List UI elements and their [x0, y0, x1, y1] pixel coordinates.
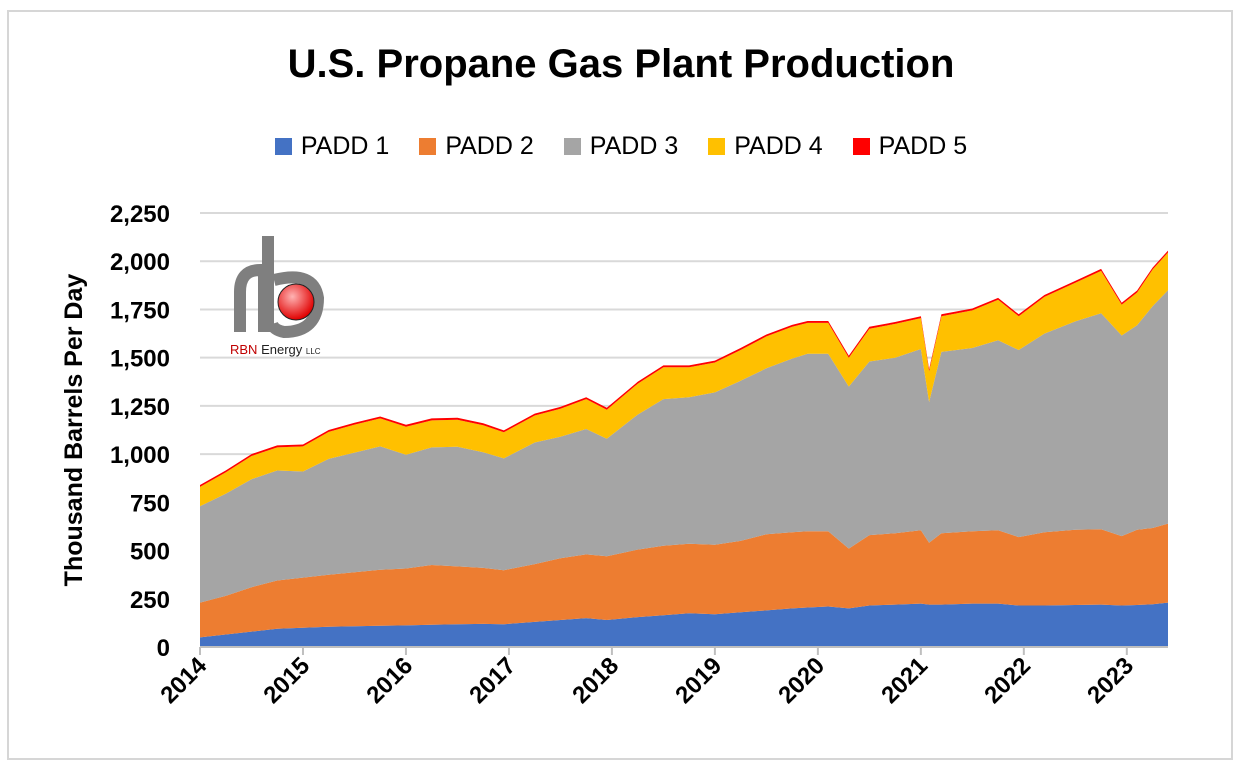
legend-label-padd4: PADD 4: [734, 132, 823, 160]
logo-brand-text: RBN: [230, 342, 258, 357]
legend: PADD 1 PADD 2 PADD 3 PADD 4 PADD 5: [0, 132, 1242, 161]
y-tick-label: 1,500: [110, 346, 170, 373]
y-tick-label: 750: [130, 490, 170, 517]
rbn-logo-icon: [234, 236, 325, 339]
y-axis-label: Thousand Barrels Per Day: [60, 274, 88, 587]
legend-item-padd1: PADD 1: [274, 132, 390, 161]
x-tick-label: 2022: [979, 652, 1036, 709]
legend-item-padd2: PADD 2: [419, 132, 534, 161]
y-tick-label: 250: [130, 587, 170, 614]
x-tick-label: 2017: [464, 652, 521, 709]
legend-label-padd3: PADD 3: [589, 132, 679, 160]
area-series-padd2: [200, 523, 1168, 638]
logo-word-text: Energy: [261, 342, 303, 357]
logo-ring-shape: [266, 271, 325, 339]
y-tick-label: 1,250: [110, 394, 170, 421]
legend-item-padd3: PADD 3: [563, 132, 679, 161]
area-series-padd4: [200, 252, 1168, 507]
x-tick-label: 2016: [361, 652, 418, 709]
legend-swatch-padd4: [708, 138, 726, 155]
y-tick-label: 500: [130, 539, 170, 566]
y-tick-label: 1,000: [110, 442, 170, 469]
legend-item-padd5: PADD 5: [852, 132, 968, 161]
x-tick-label: 2018: [567, 652, 624, 709]
legend-label-padd5: PADD 5: [878, 132, 968, 160]
logo-ball-shape: [277, 283, 315, 321]
legend-label-padd2: PADD 2: [445, 132, 534, 160]
x-tick-label: 2023: [1082, 652, 1139, 709]
x-tick-label: 2015: [258, 652, 315, 709]
logo-wordmark: RBN Energy LLC: [230, 342, 321, 357]
legend-swatch-padd5: [852, 138, 870, 155]
y-tick-label: 1,750: [110, 297, 170, 324]
x-tick-label: 2020: [773, 652, 830, 709]
chart-title: U.S. Propane Gas Plant Production: [287, 42, 955, 86]
legend-label-padd1: PADD 1: [300, 132, 390, 160]
legend-swatch-padd2: [419, 138, 437, 155]
x-tick-label: 2021: [876, 652, 933, 709]
y-tick-label: 2,250: [110, 201, 170, 228]
y-tick-label: 2,000: [110, 249, 170, 276]
legend-swatch-padd3: [563, 138, 581, 155]
legend-swatch-padd1: [274, 138, 292, 155]
logo-hook-shape: [234, 264, 270, 332]
x-tick-label: 2019: [670, 652, 727, 709]
legend-item-padd4: PADD 4: [708, 132, 823, 161]
area-series-padd3: [200, 290, 1168, 603]
logo-suffix-text: LLC: [305, 347, 321, 356]
stacked-areas: [200, 250, 1168, 647]
area-series-padd1: [200, 602, 1168, 647]
y-tick-label: 0: [157, 635, 170, 662]
